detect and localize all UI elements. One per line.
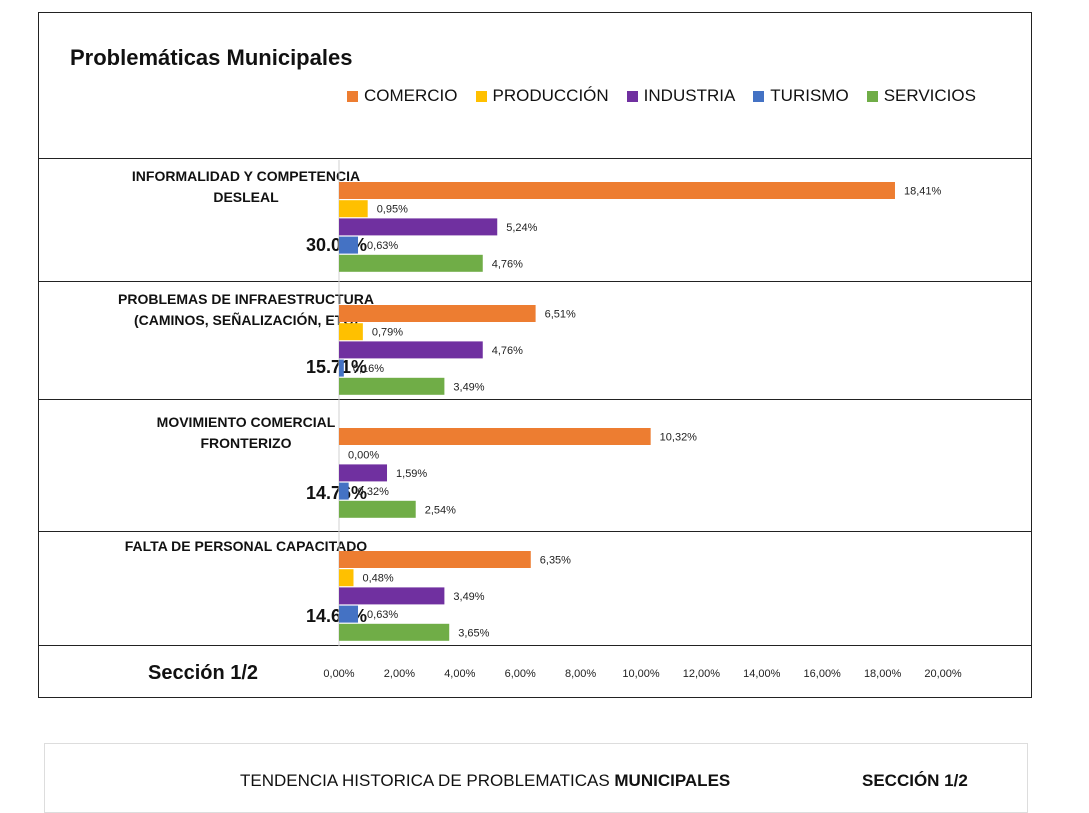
footer-section: SECCIÓN 1/2 xyxy=(862,771,968,790)
data-label: 0,48% xyxy=(362,573,393,585)
chart-title: Problemáticas Municipales xyxy=(70,45,353,70)
legend-item: COMERCIO xyxy=(347,86,458,106)
data-label: 6,51% xyxy=(545,309,576,321)
x-tick-label: 20,00% xyxy=(924,668,962,680)
legend-swatch xyxy=(475,90,487,102)
bar xyxy=(339,464,388,482)
data-label: 0,63% xyxy=(367,240,398,252)
data-label: 4,76% xyxy=(492,345,523,357)
data-label: 3,65% xyxy=(458,627,489,639)
section-box-4 xyxy=(38,531,1032,646)
bar xyxy=(339,623,450,641)
legend-item: PRODUCCIÓN xyxy=(475,86,609,106)
x-tick-label: 12,00% xyxy=(683,668,721,680)
legend-item: TURISMO xyxy=(753,86,849,106)
legend-swatch xyxy=(753,90,765,102)
legend-item: SERVICIOS xyxy=(866,86,976,106)
data-label: 3,49% xyxy=(453,381,484,393)
chart-legend: COMERCIO PRODUCCIÓN INDUSTRIA TURISMO SERVIC… xyxy=(347,86,976,106)
bar xyxy=(339,587,445,605)
footer-title: TENDENCIA HISTORICA DE PROBLEMATICAS MUN… xyxy=(240,771,730,791)
legend-label: TURISMO xyxy=(770,86,849,105)
data-label: 18,41% xyxy=(904,186,942,198)
data-label: 6,35% xyxy=(540,555,571,567)
legend-swatch xyxy=(866,90,878,102)
category-total: 14.76% xyxy=(305,483,367,503)
data-label: 1,59% xyxy=(396,468,427,480)
legend-label: PRODUCCIÓN xyxy=(492,86,609,105)
bar xyxy=(339,605,359,623)
x-tick-label: 6,00% xyxy=(505,668,536,680)
data-label: 0,00% xyxy=(348,450,379,462)
bar xyxy=(339,254,483,272)
bar xyxy=(339,551,531,568)
bar xyxy=(339,236,359,254)
category-label-line: (CAMINOS, SEÑALIZACIÓN, ETC) xyxy=(134,312,358,328)
x-tick-label: 0,00% xyxy=(323,668,354,680)
legend-item: INDUSTRIA xyxy=(626,86,736,106)
bar xyxy=(339,500,416,518)
category-label-line: PROBLEMAS DE INFRAESTRUCTURA xyxy=(118,291,374,307)
data-label: 4,76% xyxy=(492,258,523,270)
category-total: 15.71% xyxy=(305,357,367,377)
x-tick-label: 10,00% xyxy=(622,668,660,680)
x-tick-label: 18,00% xyxy=(864,668,902,680)
data-label: 10,32% xyxy=(660,432,698,444)
category-label: INFORMALIDAD Y COMPETENCIA DESLEAL xyxy=(111,166,381,208)
bar xyxy=(339,323,363,341)
data-label: 0,16% xyxy=(353,363,384,375)
legend-swatch xyxy=(347,90,358,102)
x-tick-label: 4,00% xyxy=(444,668,475,680)
data-label: 5,24% xyxy=(506,222,537,234)
bar xyxy=(339,359,344,377)
bar xyxy=(339,305,536,322)
bar xyxy=(339,182,895,199)
category-label-line: DESLEAL xyxy=(213,189,279,205)
data-label: 2,54% xyxy=(425,504,456,516)
data-label: 3,49% xyxy=(453,591,484,603)
x-tick-label: 8,00% xyxy=(565,668,596,680)
x-tick-label: 2,00% xyxy=(384,668,415,680)
bar xyxy=(339,482,349,500)
footer-title-bold: MUNICIPALES xyxy=(614,771,731,790)
legend-label: INDUSTRIA xyxy=(643,86,736,105)
category-label-line: MOVIMIENTO COMERCIAL xyxy=(156,414,336,430)
data-label: 0,32% xyxy=(358,486,389,498)
x-tick-label: 16,00% xyxy=(804,668,842,680)
legend-label: SERVICIOS xyxy=(883,86,976,105)
category-label-line: FALTA DE PERSONAL CAPACITADO xyxy=(124,538,368,554)
footer-title-prefix: TENDENCIA HISTORICA DE PROBLEMATICAS xyxy=(240,771,615,790)
legend-swatch xyxy=(626,90,638,102)
bar xyxy=(339,200,368,218)
bar xyxy=(339,341,483,359)
category-label: FALTA DE PERSONAL CAPACITADO xyxy=(111,536,381,557)
x-tick-label: 14,00% xyxy=(743,668,781,680)
category-label: MOVIMIENTO COMERCIAL FRONTERIZO xyxy=(111,412,381,454)
bar xyxy=(339,569,354,587)
category-label-line: INFORMALIDAD Y COMPETENCIA xyxy=(131,168,361,184)
data-label: 0,79% xyxy=(372,327,403,339)
category-label: PROBLEMAS DE INFRAESTRUCTURA (CAMINOS, S… xyxy=(111,289,381,331)
category-label-line: FRONTERIZO xyxy=(200,435,292,451)
section-indicator: Sección 1/2 xyxy=(148,662,259,684)
bar xyxy=(339,218,498,236)
legend-label: COMERCIO xyxy=(364,86,458,105)
bar xyxy=(339,428,651,445)
data-label: 0,63% xyxy=(367,609,398,621)
bar xyxy=(339,377,445,395)
data-label: 0,95% xyxy=(377,204,408,216)
